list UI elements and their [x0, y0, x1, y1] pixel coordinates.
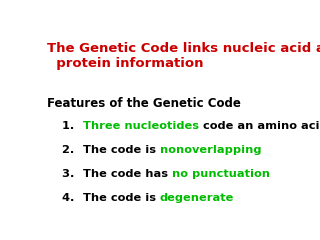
- Text: Features of the Genetic Code: Features of the Genetic Code: [47, 97, 241, 110]
- Text: code an amino acid: code an amino acid: [199, 121, 320, 131]
- Text: The code is: The code is: [83, 145, 160, 155]
- Text: nonoverlapping: nonoverlapping: [160, 145, 261, 155]
- Text: degenerate: degenerate: [160, 193, 234, 203]
- Text: no punctuation: no punctuation: [172, 169, 270, 179]
- Text: 1.: 1.: [62, 121, 83, 131]
- Text: The Genetic Code links nucleic acid and
  protein information: The Genetic Code links nucleic acid and …: [47, 42, 320, 70]
- Text: 4.: 4.: [62, 193, 83, 203]
- Text: The code is: The code is: [83, 193, 160, 203]
- Text: The code has: The code has: [83, 169, 172, 179]
- Text: Three nucleotides: Three nucleotides: [83, 121, 199, 131]
- Text: 2.: 2.: [62, 145, 83, 155]
- Text: 3.: 3.: [62, 169, 83, 179]
